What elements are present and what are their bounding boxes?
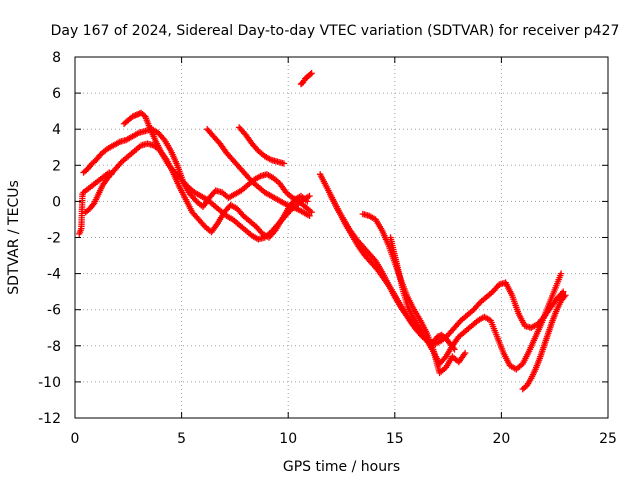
y-tick-label: 6 [52, 86, 61, 102]
data-point [475, 300, 483, 308]
data-point [308, 209, 315, 216]
data-point [562, 292, 569, 299]
data-point [456, 318, 463, 326]
data-point [560, 288, 567, 295]
x-tick-label: 15 [386, 431, 404, 447]
data-point [192, 196, 199, 204]
data-point [450, 344, 457, 352]
data-point [247, 176, 254, 184]
y-tick-label: 2 [52, 158, 61, 174]
data-point [461, 349, 469, 357]
x-tick-label: 20 [492, 431, 510, 447]
data-point [285, 208, 293, 216]
series-track-11 [519, 292, 569, 393]
data-point [280, 160, 288, 167]
data-point [371, 256, 378, 263]
chart-title: Day 167 of 2024, Sidereal Day-to-day VTE… [51, 23, 620, 39]
x-tick-label: 25 [599, 431, 617, 447]
data-point [557, 270, 565, 277]
data-point [253, 146, 261, 153]
series-track-7 [316, 171, 567, 348]
data-point [441, 354, 448, 362]
data-point [561, 293, 568, 300]
data-point [424, 337, 432, 345]
series-track-3 [120, 109, 313, 243]
series-track-1 [80, 126, 315, 216]
data-point [160, 135, 167, 142]
data-point [307, 70, 314, 78]
data-point [183, 182, 190, 189]
x-tick-label: 0 [71, 431, 80, 447]
y-tick-label: 8 [52, 50, 61, 66]
data-point [117, 159, 124, 167]
data-point [108, 171, 115, 178]
series-track-6 [297, 70, 315, 88]
y-tick-label: -8 [47, 339, 61, 355]
x-tick-label: 5 [177, 431, 186, 447]
data-point [238, 211, 246, 218]
series-track-10 [387, 234, 458, 353]
y-tick-label: -4 [47, 267, 61, 283]
data-point [308, 70, 315, 77]
data-point [106, 170, 114, 177]
series-track-4 [203, 126, 313, 220]
x-tick-label: 10 [279, 431, 297, 447]
data-point [200, 222, 207, 229]
y-axis-label: SDTVAR / TECUs [6, 180, 22, 295]
data-point [306, 192, 313, 200]
y-tick-label: 0 [52, 194, 61, 210]
x-axis-label: GPS time / hours [283, 459, 400, 475]
data-point [451, 346, 458, 353]
axis-ticks: 0 5 10 15 20 25 -12 -10 -8 -6 -4 -2 0 2 4 6 8 [38, 50, 617, 447]
y-tick-label: -2 [47, 231, 61, 247]
data-series [76, 70, 569, 393]
data-point [558, 289, 566, 297]
y-tick-label: -10 [38, 375, 61, 391]
y-tick-label: -12 [38, 411, 61, 427]
y-tick-label: -6 [47, 303, 61, 319]
series-track-12 [76, 169, 115, 238]
plot-frame [74, 56, 609, 419]
y-tick-label: 4 [52, 122, 61, 138]
grid-lines [75, 57, 608, 418]
series-track-5 [235, 124, 288, 167]
data-point [306, 212, 313, 220]
